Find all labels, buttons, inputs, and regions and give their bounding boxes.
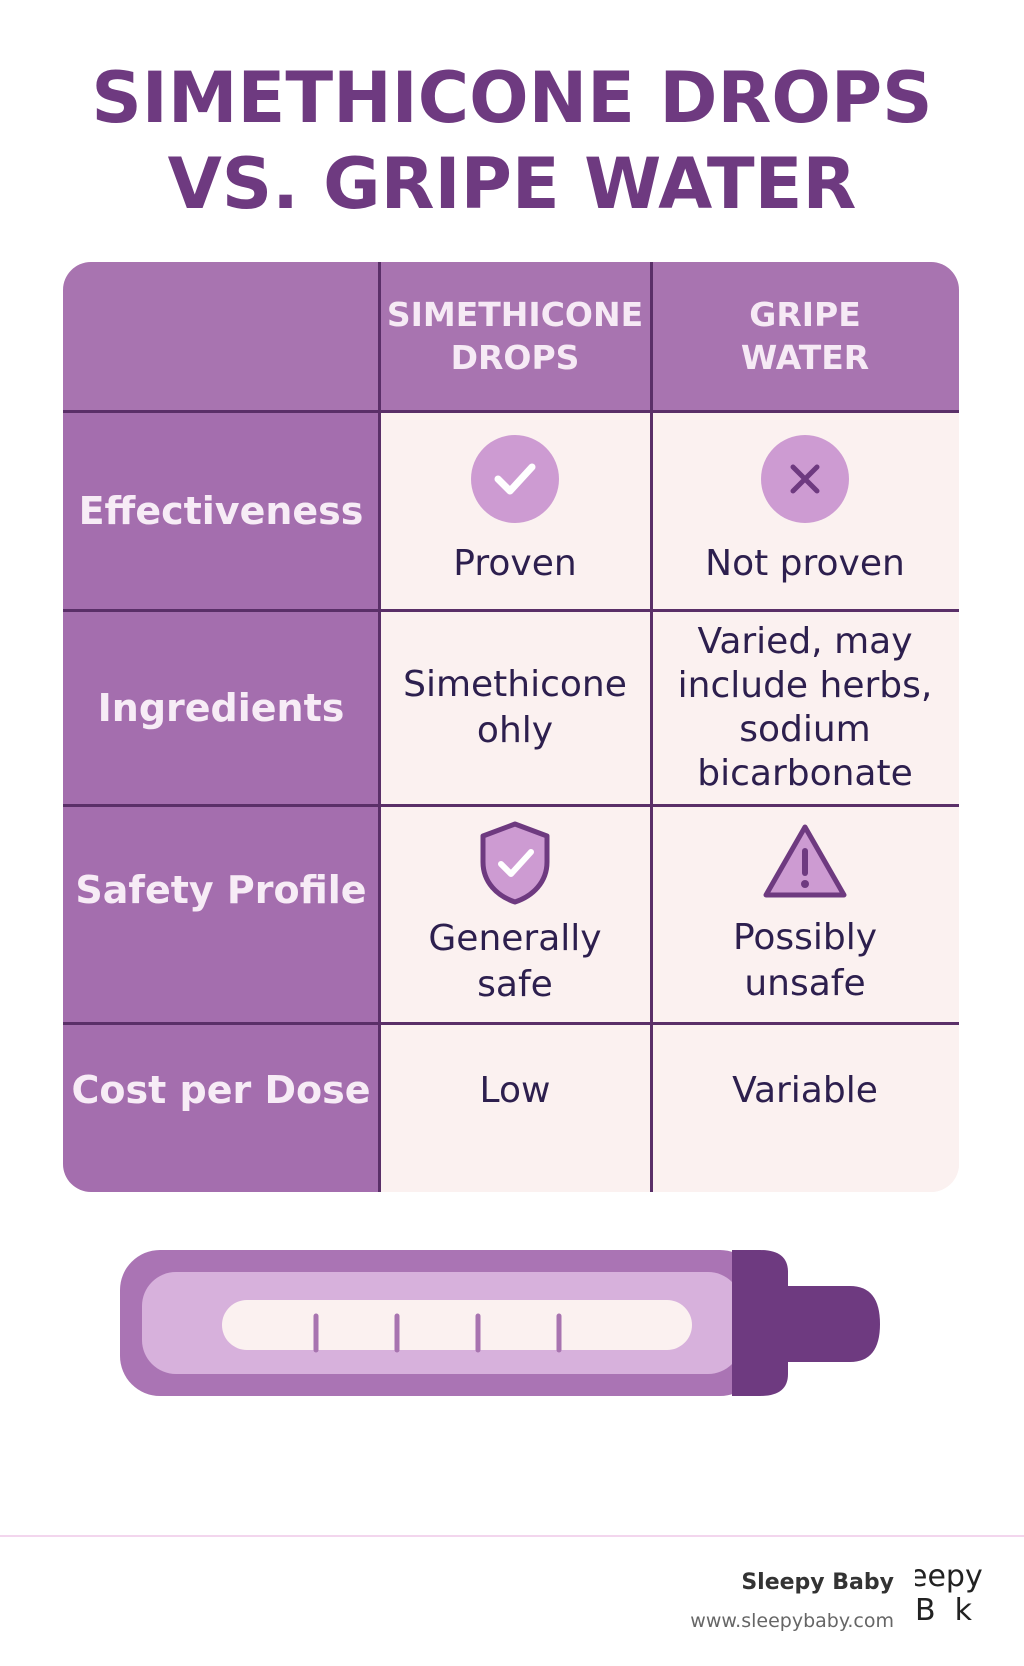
cost-gripe-value: Variable [732, 1070, 878, 1111]
row-label-ingredients: Ingredients [63, 611, 379, 804]
ingredients-gripe-line2: include herbs, [677, 664, 933, 706]
ingredients-gripe-line1: Varied, may [697, 620, 913, 662]
cost-gripe-cell: Variable [651, 1024, 959, 1192]
shield-check-icon [480, 821, 550, 905]
ingredients-gripe-cell: Varied, may include herbs, sodium bicarb… [651, 611, 959, 804]
effectiveness-simethicone-value: Proven [453, 542, 577, 584]
safety-gripe-cell: Possibly unsafe [651, 806, 959, 1022]
ingredients-gripe-line3: sodium [739, 708, 871, 750]
grid-vline-1 [378, 262, 381, 1192]
title-line-2: VS. GRIPE WATER [167, 143, 857, 225]
grid-hline-4 [63, 1022, 959, 1025]
effectiveness-gripe-value: Not proven [705, 542, 905, 584]
header-gripe-water: GRIPE WATER [651, 262, 959, 410]
ingredients-label: Ingredients [97, 685, 345, 730]
grid-hline-1 [63, 410, 959, 413]
safety-gripe-line1: Possibly [732, 917, 878, 958]
grid-hline-3 [63, 804, 959, 807]
header-simethicone-drops: SIMETHICONE DROPS [379, 262, 651, 410]
warning-triangle-icon [763, 824, 847, 898]
header-gripe-line2: WATER [740, 338, 870, 377]
effectiveness-label: Effectiveness [78, 488, 364, 533]
x-circle-icon [761, 434, 849, 523]
safety-profile-label: Safety Profile [75, 868, 367, 912]
safety-simethicone-line2: safe [477, 964, 553, 1005]
header-simethicone-line2: DROPS [450, 338, 580, 377]
ingredients-simethicone-line1: Simethicone [403, 663, 627, 705]
ingredients-gripe-line4: bicarbonate [697, 752, 913, 794]
grid-hline-2 [63, 609, 959, 612]
comparison-table: SIMETHICONE DROPS GRIPE WATER Effectiven… [63, 262, 959, 1192]
page-title: SIMETHICONE DROPS VS. GRIPE WATER [0, 55, 1024, 227]
check-circle-icon [471, 434, 559, 523]
safety-gripe-line2: unsafe [744, 963, 866, 1004]
ingredients-simethicone-cell: Simethicone ohly [379, 611, 651, 804]
effectiveness-gripe-cell: Not proven [651, 412, 959, 609]
title-line-1: SIMETHICONE DROPS [91, 57, 933, 139]
row-label-effectiveness: Effectiveness [63, 412, 379, 609]
cost-simethicone-cell: Low [379, 1024, 651, 1192]
ingredients-simethicone-line2: ohly [476, 709, 554, 751]
safety-simethicone-cell: Generally safe [379, 806, 651, 1022]
footer-divider [0, 1535, 1024, 1537]
brand-url[interactable]: www.sleepybaby.com [690, 1610, 894, 1632]
safety-simethicone-line1: Generally [428, 918, 602, 959]
header-gripe-line1: GRIPE [749, 295, 861, 334]
cost-per-dose-label: Cost per Dose [71, 1068, 371, 1112]
cost-simethicone-value: Low [479, 1070, 551, 1111]
effectiveness-simethicone-cell: Proven [379, 412, 651, 609]
row-label-cost-per-dose: Cost per Dose [63, 1024, 379, 1192]
header-simethicone-line1: SIMETHICONE [386, 295, 644, 334]
row-label-safety-profile: Safety Profile [63, 806, 379, 1022]
grid-vline-2 [650, 262, 653, 1192]
header-empty-cell [63, 262, 379, 410]
brand-logo: eepy B k [915, 1560, 1015, 1630]
brand-name: Sleepy Baby [741, 1570, 894, 1595]
logo-top-text: eepy [915, 1560, 983, 1594]
dropper-illustration [120, 1250, 880, 1396]
logo-bottom-text: B k [915, 1593, 973, 1628]
